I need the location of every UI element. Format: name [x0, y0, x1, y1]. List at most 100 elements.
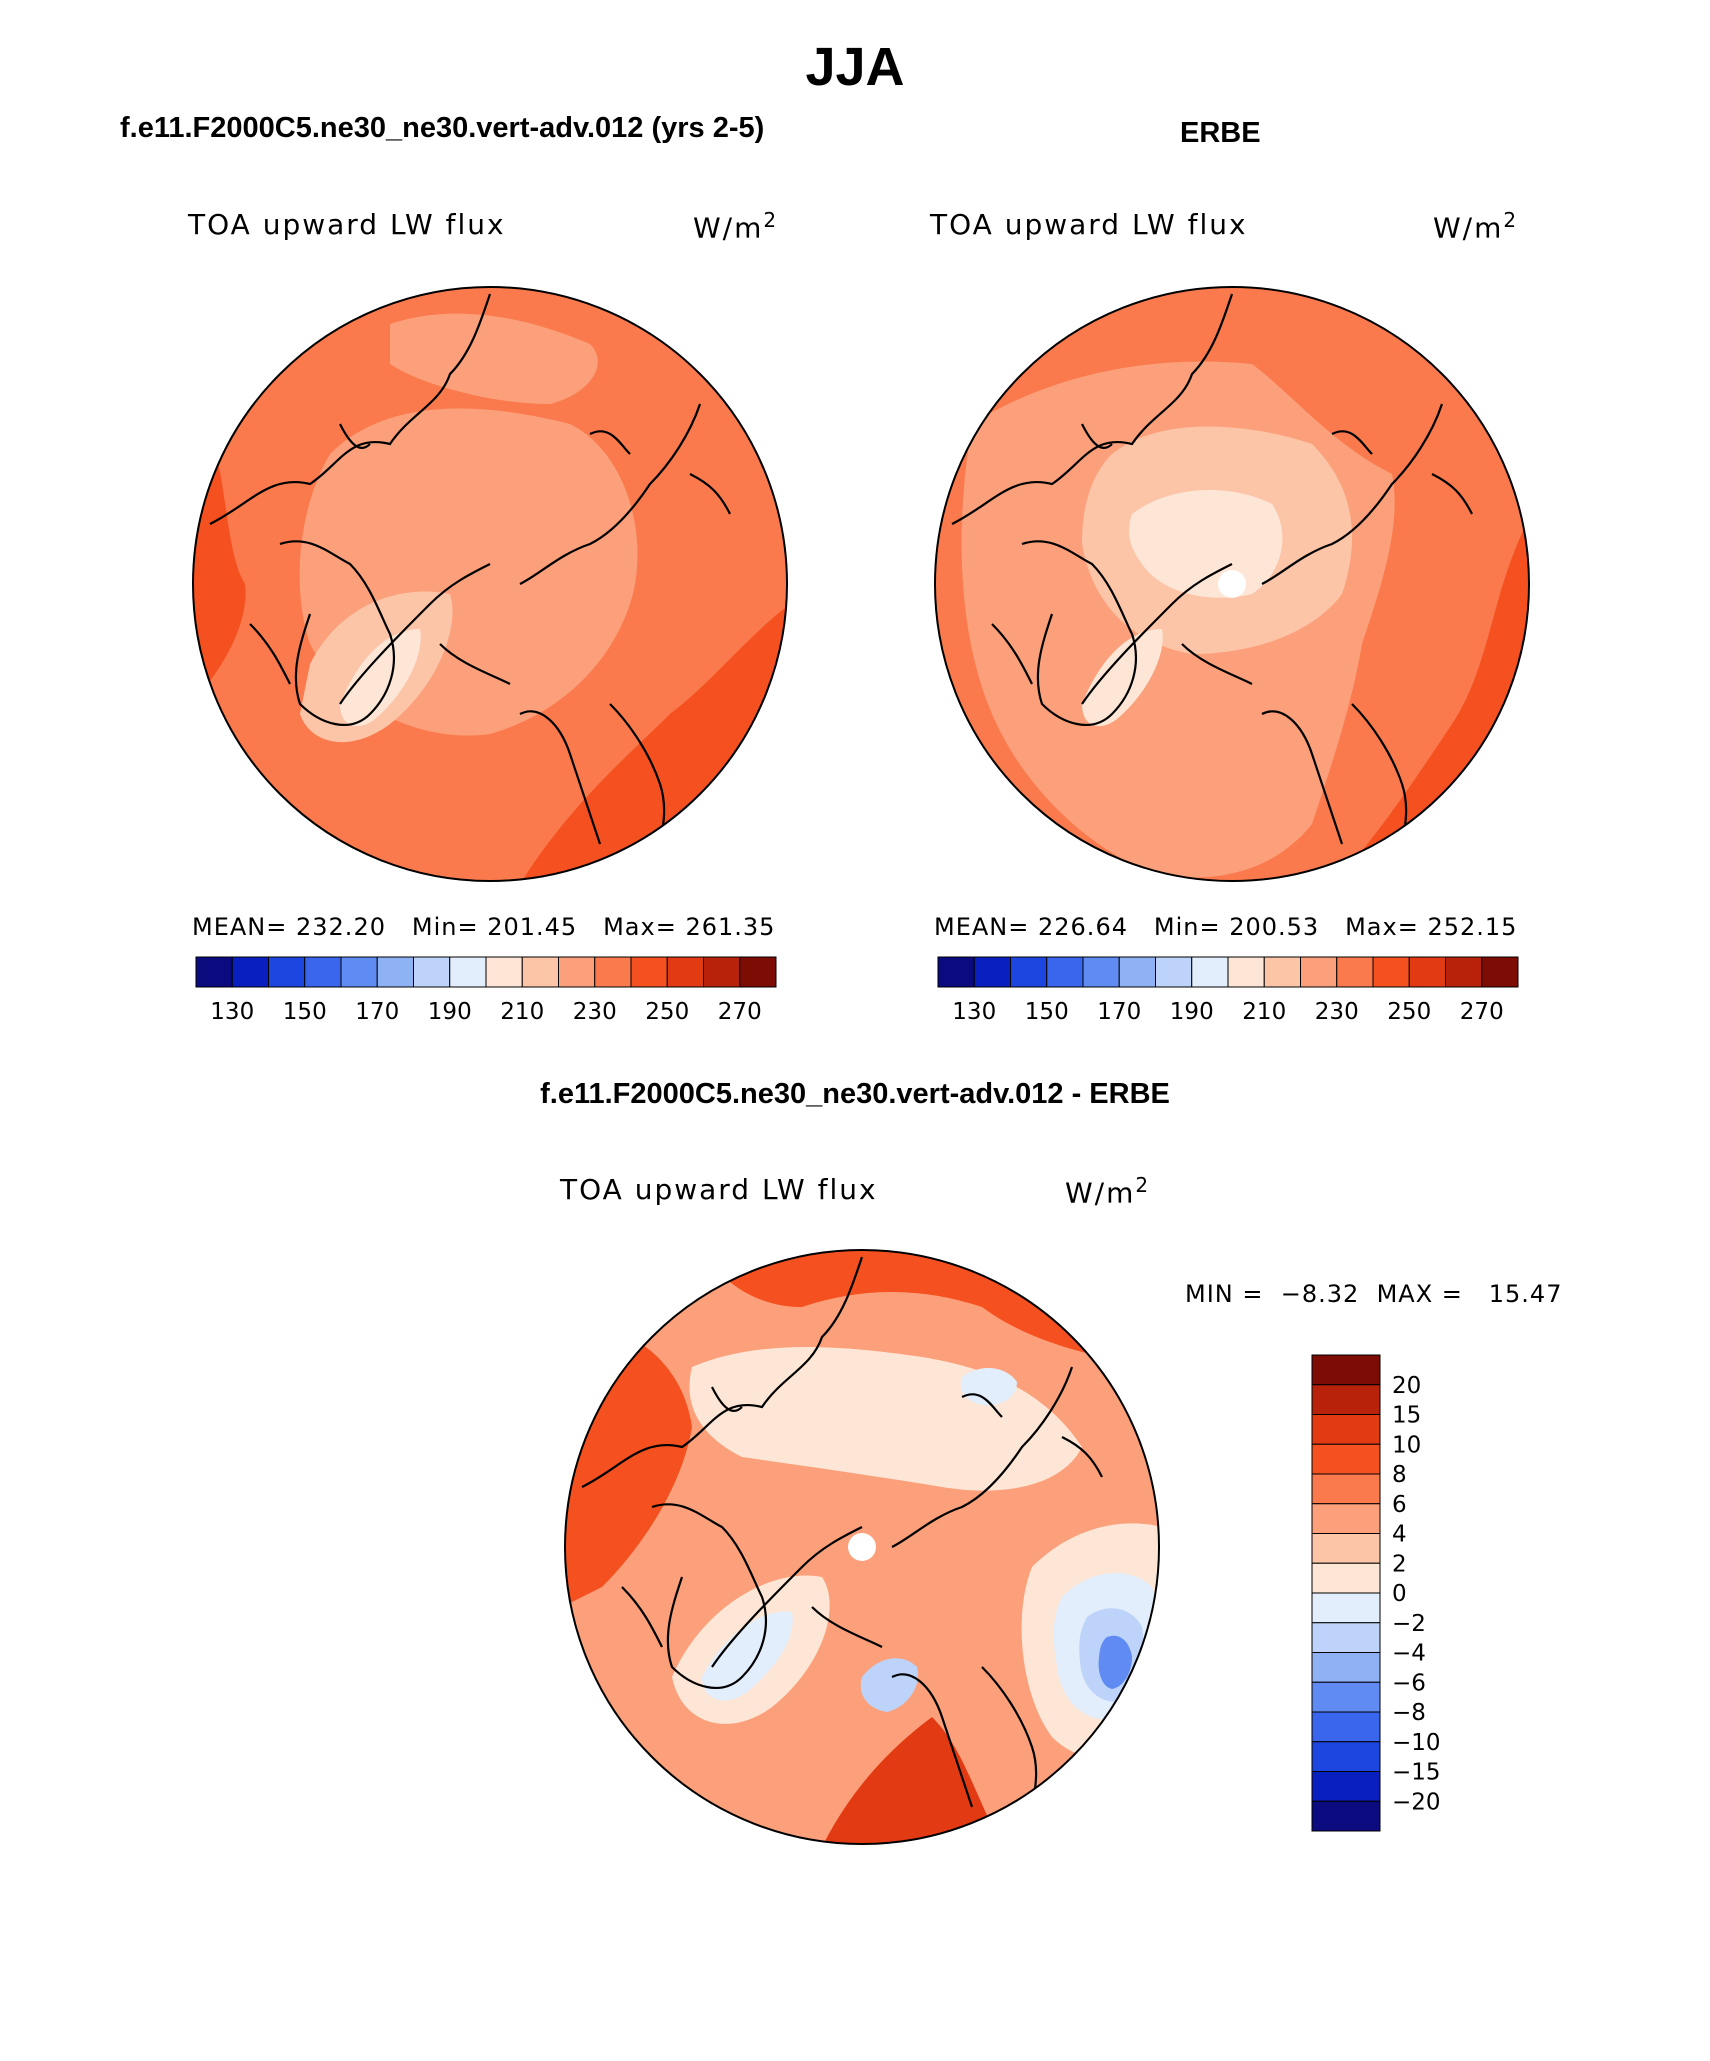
diff-colorbar-swatch [1311, 1771, 1381, 1802]
diff-polar-map [564, 1249, 1160, 1845]
model-colorbar-swatch [558, 956, 596, 988]
diff-colorbar-tick-label: 2 [1392, 1551, 1407, 1577]
model-colorbar-swatch [703, 956, 741, 988]
model-mean-label: MEAN= [192, 913, 288, 941]
obs-panel-title: ERBE [1180, 117, 1261, 149]
diff-colorbar-swatch [1311, 1711, 1381, 1743]
obs-pale-region-center [1129, 490, 1283, 598]
model-colorbar-swatch [666, 956, 704, 988]
model-colorbar-swatch [449, 956, 487, 988]
model-polar-map [192, 286, 788, 882]
obs-colorbar-tick-label: 230 [1315, 999, 1359, 1025]
diff-colorbar-swatch [1311, 1414, 1381, 1445]
model-mean-value: 232.20 [296, 913, 386, 941]
diff-colorbar-tick-label: −10 [1392, 1730, 1441, 1756]
diff-colorbar-tick-label: 4 [1392, 1522, 1407, 1548]
obs-mean-label: MEAN= [934, 913, 1030, 941]
diff-colorbar-tick-label: −2 [1392, 1611, 1426, 1637]
diff-colorbar-tick-label: 10 [1392, 1432, 1421, 1458]
model-colorbar-swatch [376, 956, 414, 988]
diff-variable-label: TOA upward LW flux [560, 1173, 878, 1206]
obs-units-exponent: 2 [1503, 208, 1519, 232]
model-stats: MEAN= 232.20 Min= 201.45 Max= 261.35 [192, 913, 775, 941]
model-max-value: 261.35 [685, 913, 776, 941]
model-map-outline [192, 286, 788, 882]
diff-colorbar-swatch [1311, 1592, 1381, 1624]
model-colorbar-swatch [413, 956, 451, 988]
diff-lightblue-greenland [702, 1611, 793, 1701]
obs-min-label: Min= [1153, 913, 1221, 941]
model-colorbar-tick-label: 210 [500, 999, 544, 1025]
model-units-label: W/m2 [693, 208, 778, 244]
obs-colorbar-swatch [1155, 956, 1193, 988]
model-units: W/m [693, 211, 764, 245]
diff-min-label: MIN = [1185, 1280, 1264, 1308]
model-colorbar-tick-label: 130 [210, 999, 254, 1025]
diff-colorbar-swatch [1311, 1681, 1381, 1713]
obs-colorbar-swatch [1372, 956, 1410, 988]
obs-colorbar-tick-label: 170 [1097, 999, 1141, 1025]
obs-colorbar-tick-label: 190 [1170, 999, 1214, 1025]
model-colorbar-tick-label: 170 [355, 999, 399, 1025]
obs-colorbar-swatch [1445, 956, 1483, 988]
model-colorbar-tick-label: 150 [283, 999, 327, 1025]
model-colorbar-swatch [485, 956, 523, 988]
model-colorbar-swatch [594, 956, 632, 988]
model-colorbar: 130 150 170 190 210 230 250 270 [195, 956, 777, 1025]
diff-min-value: −8.32 [1280, 1280, 1360, 1308]
obs-colorbar-swatch [1481, 956, 1519, 988]
model-min-value: 201.45 [487, 913, 578, 941]
obs-max-label: Max= [1345, 913, 1419, 941]
diff-colorbar-tick-label: −15 [1392, 1760, 1441, 1786]
obs-polar-map [934, 286, 1530, 882]
model-colorbar-swatch [195, 956, 233, 988]
diff-max-label: MAX = [1376, 1280, 1463, 1308]
obs-pole-hole [1218, 570, 1246, 598]
obs-units: W/m [1433, 211, 1504, 245]
obs-map-outline [934, 286, 1530, 882]
diff-colorbar-swatch [1311, 1562, 1381, 1594]
model-colorbar-swatch [268, 956, 306, 988]
model-colorbar-swatch [739, 956, 777, 988]
obs-colorbar-swatch [1046, 956, 1084, 988]
diff-colorbar-tick-label: −6 [1392, 1670, 1426, 1696]
model-colorbar-swatch [340, 956, 378, 988]
model-colorbar-swatch [231, 956, 269, 988]
diff-colorbar-swatch [1311, 1533, 1381, 1564]
diff-lightblue-north [960, 1367, 1017, 1406]
diff-colorbar-swatch [1311, 1652, 1381, 1683]
diff-minmax: MIN = −8.32 MAX = 15.47 [1185, 1280, 1562, 1308]
obs-colorbar-swatch [1263, 956, 1301, 988]
diff-units-exponent: 2 [1135, 1173, 1151, 1197]
obs-colorbar-swatch [937, 956, 975, 988]
model-panel-title: f.e11.F2000C5.ne30_ne30.vert-adv.012 (yr… [120, 112, 765, 144]
diff-colorbar-tick-label: −4 [1392, 1641, 1426, 1667]
model-min-label: Min= [411, 913, 479, 941]
diff-lightblue-scandinavia [860, 1658, 918, 1712]
diff-colorbar-swatch [1311, 1443, 1381, 1475]
obs-colorbar-swatch [1191, 956, 1229, 988]
diff-colorbar-tick-label: 8 [1392, 1462, 1407, 1488]
diff-pole-hole [848, 1533, 876, 1561]
model-light-region-north [390, 313, 598, 404]
diff-blue-east [1098, 1635, 1132, 1689]
page-title: JJA [805, 37, 905, 97]
obs-colorbar-swatch [1227, 956, 1265, 988]
diff-colorbar-tick-label: 0 [1392, 1581, 1407, 1607]
diff-colorbar-tick-label: −8 [1392, 1700, 1426, 1726]
model-variable-label: TOA upward LW flux [188, 208, 506, 241]
model-pale-region-greenland [340, 629, 421, 727]
model-max-label: Max= [603, 913, 677, 941]
model-colorbar-tick-label: 230 [573, 999, 617, 1025]
model-colorbar-swatch [630, 956, 668, 988]
diff-panel-title: f.e11.F2000C5.ne30_ne30.vert-adv.012 - E… [540, 1078, 1170, 1110]
model-units-exponent: 2 [763, 208, 779, 232]
obs-colorbar-swatch [1010, 956, 1048, 988]
obs-coastlines [951, 293, 1473, 875]
obs-stats: MEAN= 226.64 Min= 200.53 Max= 252.15 [934, 913, 1517, 941]
diff-max-value: 15.47 [1488, 1280, 1563, 1308]
model-colorbar-swatch [521, 956, 559, 988]
model-colorbar-tick-label: 270 [718, 999, 762, 1025]
model-colorbar-swatch [304, 956, 342, 988]
obs-max-value: 252.15 [1427, 913, 1518, 941]
